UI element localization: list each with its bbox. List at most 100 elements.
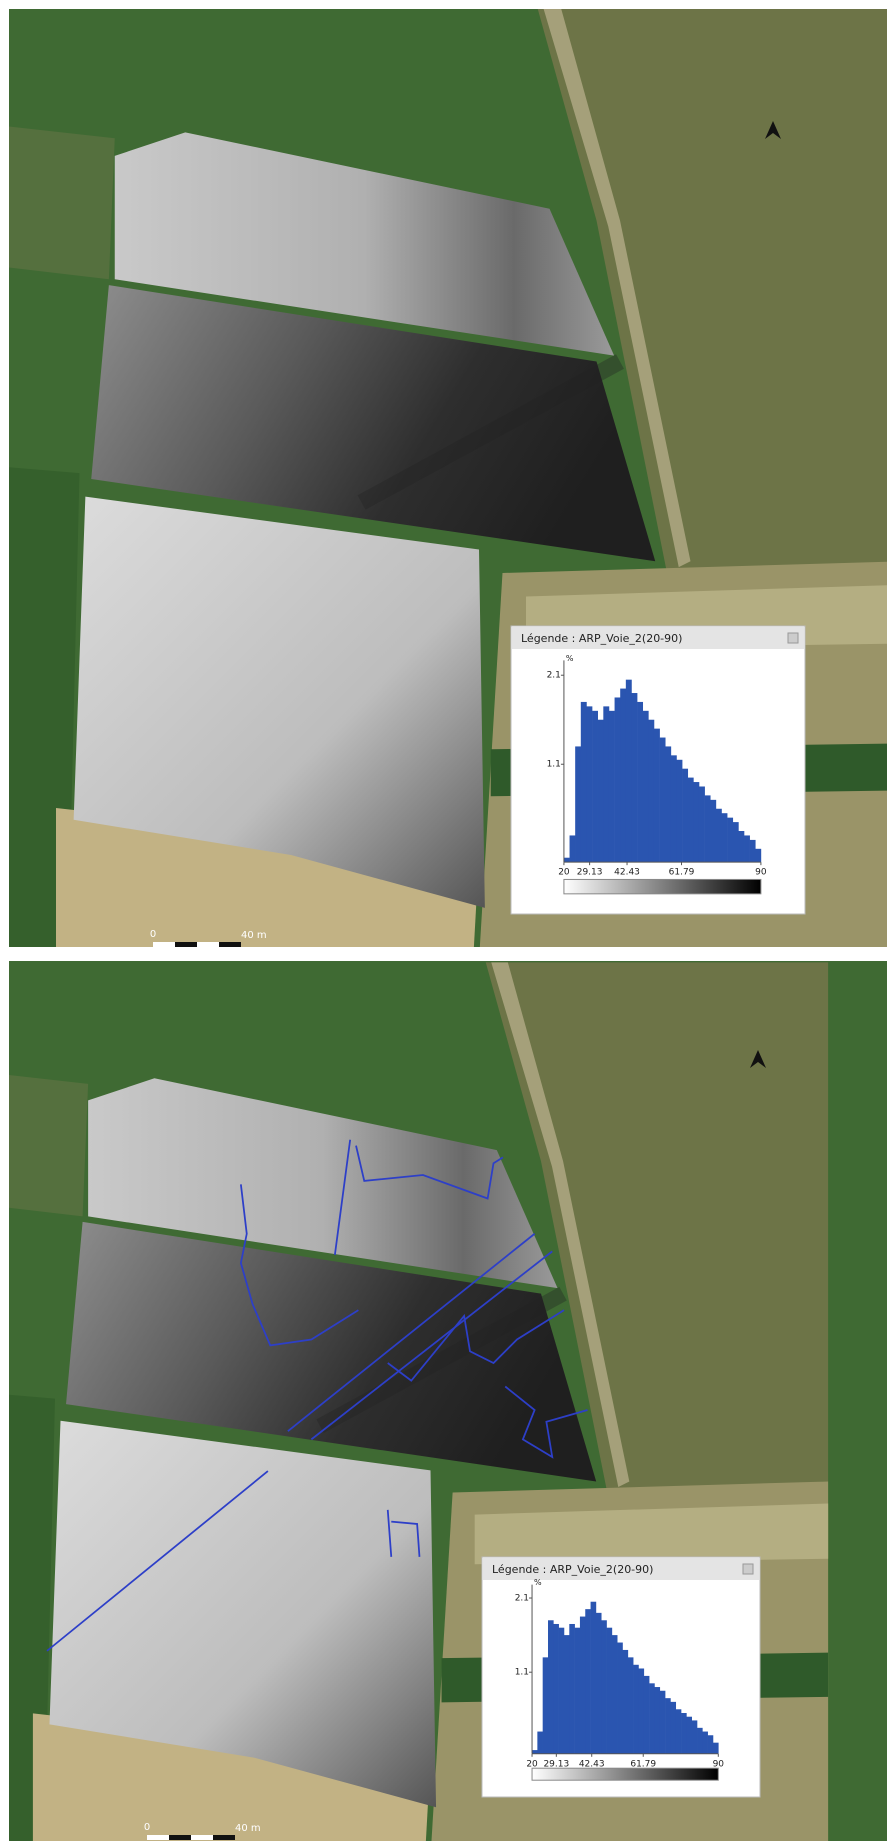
scale-segment (197, 942, 219, 947)
interpretation-lines (46, 1139, 588, 1652)
legend-title: Légende : ARP_Voie_2(20-90) (492, 1563, 653, 1576)
histogram-bar (681, 1713, 687, 1754)
histogram-bar (595, 1612, 602, 1754)
scale-end-label: 40 m (235, 1823, 261, 1834)
x-tick-label: 29.13 (543, 1759, 569, 1769)
color-ramp (531, 1767, 719, 1781)
histogram-bar (727, 817, 734, 863)
legend-window: Légende : ARP_Voie_2(20-90)% 1.1 2.1 20 29.1… (510, 625, 806, 915)
x-tick-label: 20 (558, 868, 570, 878)
histogram-bar (659, 1690, 666, 1754)
x-tick-label: 90 (713, 1759, 725, 1769)
north-arrow (750, 1050, 766, 1068)
histogram-bar (721, 813, 728, 863)
histogram-bar (653, 728, 660, 863)
histogram-bar (691, 1720, 698, 1754)
histogram-bar (654, 1687, 661, 1754)
histogram-bar (569, 1623, 575, 1754)
histogram-bar (686, 1716, 692, 1754)
histogram-bar (676, 759, 683, 863)
histogram-bar (575, 746, 582, 863)
y-axis-unit: % (534, 1578, 542, 1587)
legend-titlebar (483, 1558, 759, 1580)
north-arrow (765, 121, 781, 139)
histogram-bar (553, 1623, 559, 1754)
histogram-bar (702, 1731, 708, 1754)
histogram-bar (715, 808, 722, 863)
legend-window: Légende : ARP_Voie_2(20-90)% 1.1 2.1 20 29.1… (481, 1556, 761, 1798)
histogram-bar (585, 1609, 591, 1754)
x-tick-label: 61.79 (630, 1759, 656, 1769)
histogram-bar (603, 706, 610, 863)
histogram-bar (670, 755, 677, 863)
histogram-bar (642, 710, 649, 863)
histogram-bar (558, 1627, 565, 1754)
histogram-bar (693, 782, 700, 863)
color-ramp (563, 878, 762, 895)
legend-titlebar (512, 627, 804, 649)
scale-bar: 0 40 m (144, 1822, 261, 1840)
histogram-bar (665, 1698, 671, 1754)
scale-start-label: 0 (144, 1822, 150, 1833)
y-tick-label: 2.1 (515, 1594, 529, 1604)
x-tick-label: 42.43 (614, 868, 640, 878)
histogram-bar (710, 799, 717, 863)
histogram-bar (755, 848, 762, 863)
y-tick-label: 1.1 (515, 1668, 529, 1678)
histogram-bar (542, 1657, 549, 1754)
histogram-bar (574, 1627, 581, 1754)
y-tick-label: 1.1 (547, 760, 561, 770)
aerial-map-top (9, 9, 887, 961)
histogram-bar (563, 1635, 570, 1754)
histogram-bar (670, 1701, 677, 1754)
histogram-bar (682, 768, 689, 863)
histogram-bar (537, 1731, 543, 1754)
histogram-bar (638, 1668, 645, 1754)
histogram-bar (637, 701, 644, 863)
scale-segment (169, 1835, 191, 1840)
histogram-bar (738, 831, 745, 863)
scale-segment (191, 1835, 213, 1840)
histogram-bar (620, 688, 627, 863)
histogram-bar (633, 1664, 639, 1754)
x-tick-label: 42.43 (579, 1759, 605, 1769)
close-button[interactable] (787, 632, 799, 644)
histogram-bar (687, 777, 694, 863)
scale-end-label: 40 m (241, 930, 267, 941)
histogram-bar (712, 1742, 719, 1754)
x-tick-label: 29.13 (577, 868, 603, 878)
histogram-bar (643, 1675, 650, 1754)
histogram-bar (592, 710, 598, 863)
histogram-bar (675, 1709, 682, 1754)
histogram-bar (749, 839, 756, 863)
histogram-bar (648, 719, 655, 863)
histogram-bar (707, 1735, 714, 1754)
histogram-bar (532, 1750, 538, 1754)
scale-segment (213, 1835, 235, 1840)
x-tick-label: 20 (526, 1759, 538, 1769)
histogram-bar (590, 1601, 597, 1754)
histogram-bar (697, 1727, 703, 1754)
histogram-bar (597, 719, 604, 863)
histogram-bar (608, 710, 615, 863)
close-button[interactable] (742, 1563, 754, 1575)
y-axis-unit: % (566, 654, 574, 663)
histogram-bar (625, 679, 632, 863)
histogram-bar (548, 1620, 554, 1754)
histogram-bar (659, 737, 666, 863)
scale-segment (175, 942, 197, 947)
histogram-bar (563, 857, 570, 863)
x-tick-label: 90 (755, 868, 767, 878)
scale-bar: 0 40 m (150, 929, 267, 947)
histogram-bar (580, 701, 587, 863)
histogram-bar (614, 697, 621, 863)
histogram-bar (744, 835, 750, 863)
histogram-bar (732, 822, 739, 863)
scale-segment (219, 942, 241, 947)
histogram-bar (611, 1635, 618, 1754)
histogram-bar (649, 1683, 655, 1754)
histogram-bar (617, 1642, 623, 1754)
histogram-bar (579, 1616, 586, 1754)
